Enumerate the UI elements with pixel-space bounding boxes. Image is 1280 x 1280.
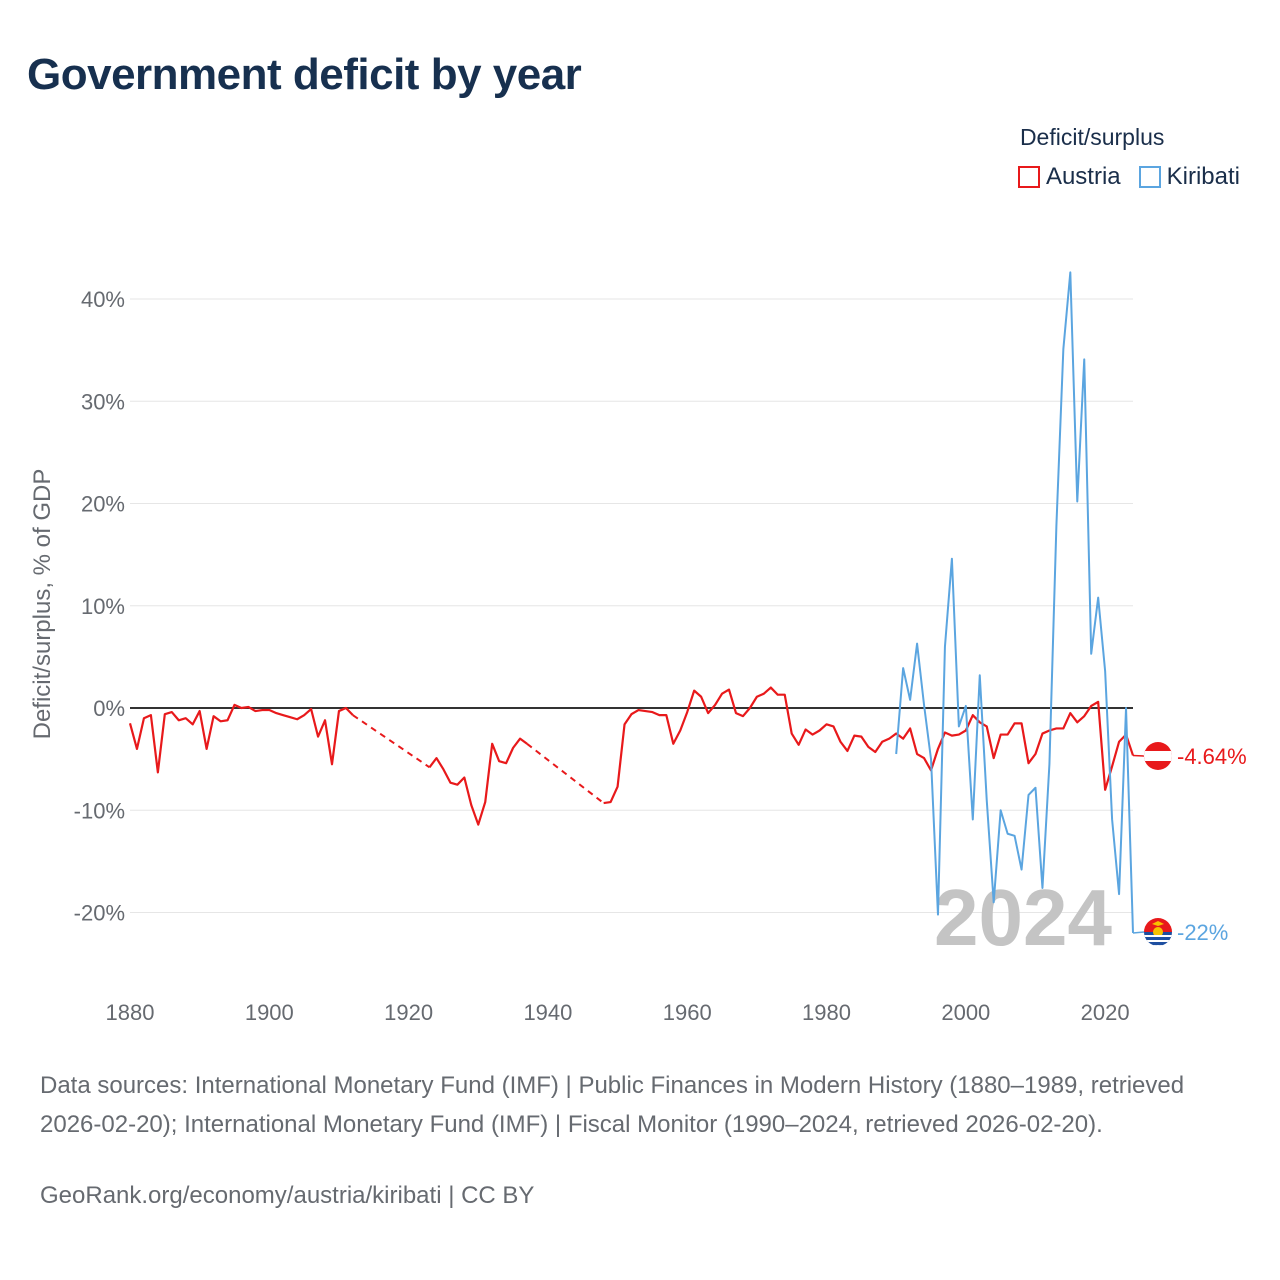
y-tick-label: -20% (74, 901, 125, 926)
austria-swatch-icon (1017, 166, 1040, 188)
austria-gap-line (526, 742, 605, 804)
austria-flag-icon (1144, 742, 1172, 770)
source-url[interactable]: GeoRank.org/economy/austria/kiribati | C… (40, 1182, 535, 1209)
y-tick-label: 0% (93, 696, 125, 721)
x-tick-label: 1920 (384, 1000, 433, 1025)
austria-series-line (428, 737, 528, 826)
x-tick-label: 2020 (1081, 1000, 1130, 1025)
austria-series-line (128, 703, 354, 774)
y-tick-label: 40% (81, 287, 125, 312)
gridlines (130, 298, 1133, 913)
y-axis-ticks: 40% 30% 20% 10% 0% -10% -20% (74, 287, 125, 926)
kiribati-end-label: -22% (1177, 920, 1228, 945)
x-tick-label: 2000 (941, 1000, 990, 1025)
kiribati-series-line (895, 271, 1134, 933)
x-tick-label: 1980 (802, 1000, 851, 1025)
y-tick-label: 20% (81, 492, 125, 517)
end-labels: -4.64% -22% (1132, 742, 1247, 946)
series-lines (128, 271, 1135, 933)
legend-title: Deficit/surplus (1019, 124, 1165, 150)
x-tick-label: 1940 (523, 1000, 572, 1025)
austria-end-label: -4.64% (1177, 744, 1247, 769)
kiribati-flag-icon (1144, 918, 1172, 946)
year-watermark: 2024 (934, 873, 1112, 962)
austria-end-connector (1132, 754, 1145, 757)
y-tick-label: 10% (81, 594, 125, 619)
legend: Deficit/surplus Austria Kiribati (1017, 124, 1240, 191)
chart-title: Government deficit by year (27, 50, 582, 99)
x-tick-label: 1880 (106, 1000, 155, 1025)
y-tick-label: -10% (74, 798, 125, 823)
legend-label-kiribati: Kiribati (1166, 163, 1240, 190)
data-sources: Data sources: International Monetary Fun… (40, 1072, 1185, 1138)
x-tick-label: 1900 (245, 1000, 294, 1025)
legend-label-austria: Austria (1045, 163, 1121, 190)
line-chart: 40%30%20%10%0%-10%-20% 1880 1900 1920 1940 1… (29, 271, 1247, 1025)
austria-series-line (603, 686, 1135, 805)
kiribati-swatch-icon (1138, 166, 1161, 188)
legend-item-austria[interactable]: Austria (1017, 163, 1121, 191)
y-axis-label: Deficit/surplus, % of GDP (29, 469, 56, 740)
legend-item-kiribati[interactable]: Kiribati (1138, 163, 1240, 191)
kiribati-end-connector (1132, 931, 1145, 934)
x-tick-label: 1960 (663, 1000, 712, 1025)
x-axis-ticks: 1880 1900 1920 1940 1960 1980 2000 2020 (106, 1000, 1130, 1025)
y-tick-label: 30% (81, 389, 125, 414)
austria-gap-line (352, 714, 431, 769)
